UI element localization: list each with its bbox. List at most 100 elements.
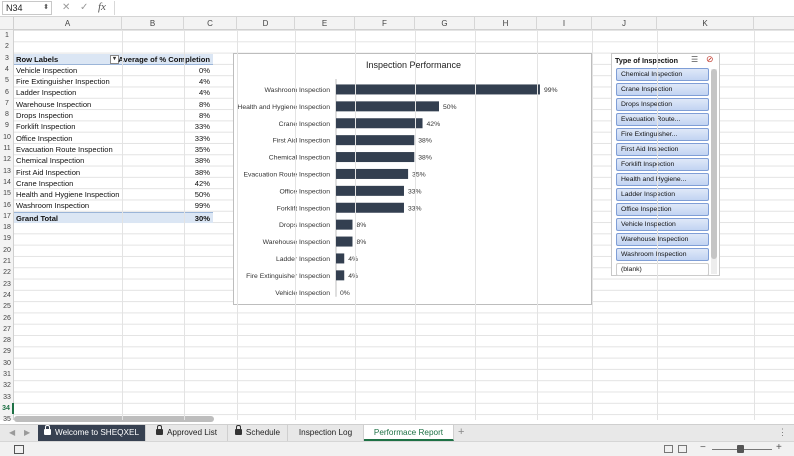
column-header-d[interactable]: D bbox=[237, 17, 295, 30]
chart-bar[interactable] bbox=[336, 84, 540, 95]
pivot-filter-icon[interactable]: ▾ bbox=[110, 54, 119, 64]
column-header-g[interactable]: G bbox=[415, 17, 475, 30]
horizontal-scrollbar[interactable] bbox=[14, 416, 214, 422]
pivot-row-labels-header[interactable]: Row Labels bbox=[16, 54, 59, 64]
slicer-item[interactable]: Vehicle Inspection bbox=[616, 218, 709, 231]
row-header-29[interactable]: 29 bbox=[3, 348, 11, 356]
slicer-item[interactable]: Ladder Inspection bbox=[616, 188, 709, 201]
tab-inspection-log[interactable]: Inspection Log bbox=[288, 425, 364, 441]
row-header-12[interactable]: 12 bbox=[3, 156, 11, 164]
row-header-16[interactable]: 16 bbox=[3, 201, 11, 209]
tab-approved-list[interactable]: Approved List bbox=[146, 425, 228, 441]
chart-bar[interactable] bbox=[336, 101, 439, 112]
pivot-row[interactable]: Evacuation Route Inspection 35% bbox=[14, 144, 213, 155]
slicer-item[interactable]: Crane Inspection bbox=[616, 83, 709, 96]
tab-welcome-to-sheqxel[interactable]: Welcome to SHEQXEL bbox=[38, 425, 146, 441]
row-header-31[interactable]: 31 bbox=[3, 371, 11, 378]
formula-input[interactable] bbox=[114, 1, 790, 15]
row-header-18[interactable]: 18 bbox=[3, 224, 11, 232]
chart-bar[interactable] bbox=[336, 185, 404, 196]
slicer-item[interactable]: Warehouse Inspection bbox=[616, 233, 709, 246]
tab-performace-report[interactable]: Performace Report bbox=[364, 425, 454, 441]
slicer-item[interactable]: Washroom Inspection bbox=[616, 248, 709, 261]
slicer-item[interactable]: Fire Extinguisher... bbox=[616, 128, 709, 141]
row-header-15[interactable]: 15 bbox=[3, 190, 11, 198]
row-header-33[interactable]: 33 bbox=[3, 393, 11, 401]
row-header-20[interactable]: 20 bbox=[3, 246, 11, 254]
row-header-9[interactable]: 9 bbox=[5, 122, 9, 130]
column-header-f[interactable]: F bbox=[355, 17, 415, 30]
confirm-icon[interactable]: ✓ bbox=[80, 2, 89, 13]
row-header-25[interactable]: 25 bbox=[3, 303, 11, 311]
row-header-34[interactable]: 34 bbox=[0, 402, 14, 415]
row-header-17[interactable]: 17 bbox=[3, 212, 11, 220]
row-header-10[interactable]: 10 bbox=[3, 133, 11, 141]
row-header-11[interactable]: 11 bbox=[3, 145, 11, 152]
row-header-26[interactable]: 26 bbox=[3, 314, 11, 322]
column-header-k[interactable]: K bbox=[657, 17, 754, 30]
chart-bar[interactable] bbox=[336, 135, 415, 146]
row-header-23[interactable]: 23 bbox=[3, 280, 11, 288]
column-header-e[interactable]: E bbox=[295, 17, 355, 30]
row-header-30[interactable]: 30 bbox=[3, 359, 11, 367]
next-sheet-icon[interactable]: ▶ bbox=[24, 428, 31, 437]
row-header-22[interactable]: 22 bbox=[3, 269, 11, 277]
macro-record-icon[interactable] bbox=[14, 445, 24, 454]
column-header-i[interactable]: I bbox=[537, 17, 592, 30]
zoom-in-button[interactable]: + bbox=[776, 442, 782, 453]
pivot-row[interactable]: Washroom Inspection 99% bbox=[14, 200, 213, 211]
pivot-row[interactable]: First Aid Inspection 38% bbox=[14, 167, 213, 178]
inspection-performance-chart[interactable]: Inspection Performance Washroom Inspecti… bbox=[233, 53, 592, 305]
pivot-row[interactable]: Warehouse Inspection 8% bbox=[14, 99, 213, 110]
row-header-19[interactable]: 19 bbox=[3, 235, 11, 243]
pivot-row[interactable]: Health and Hygiene Inspection 50% bbox=[14, 189, 213, 200]
slicer-item[interactable]: Forklift Inspection bbox=[616, 158, 709, 171]
chart-bar[interactable] bbox=[336, 253, 345, 264]
column-header-b[interactable]: B bbox=[122, 17, 184, 30]
row-header-13[interactable]: 13 bbox=[3, 167, 11, 175]
column-header-h[interactable]: H bbox=[475, 17, 537, 30]
row-header-3[interactable]: 3 bbox=[5, 54, 9, 62]
slicer-item[interactable]: Chemical Inspection bbox=[616, 68, 709, 81]
row-header-28[interactable]: 28 bbox=[3, 337, 11, 345]
pivot-grand-total-row[interactable]: Grand Total 30% bbox=[14, 211, 213, 224]
chart-bar[interactable] bbox=[336, 202, 404, 213]
name-box-dropdown-icon[interactable]: ⬍ bbox=[43, 4, 49, 11]
chart-bar[interactable] bbox=[336, 219, 353, 230]
pivot-row[interactable]: Forklift Inspection 33% bbox=[14, 121, 213, 132]
slicer-scrollbar[interactable] bbox=[711, 69, 717, 274]
cancel-icon[interactable]: ✕ bbox=[62, 2, 71, 13]
name-box[interactable]: N34 ⬍ bbox=[2, 1, 52, 15]
row-header-5[interactable]: 5 bbox=[5, 77, 9, 85]
slicer-scroll-thumb[interactable] bbox=[711, 69, 717, 259]
multi-select-icon[interactable]: ☰ bbox=[691, 55, 699, 64]
slicer-item[interactable]: Office Inspection bbox=[616, 203, 709, 216]
chart-bar[interactable] bbox=[336, 152, 415, 163]
clear-filter-icon[interactable]: ⊘ bbox=[706, 54, 714, 64]
row-header-35[interactable]: 35 bbox=[3, 416, 11, 424]
chart-bar[interactable] bbox=[336, 270, 345, 281]
row-header-7[interactable]: 7 bbox=[5, 99, 9, 107]
tab-schedule[interactable]: Schedule bbox=[228, 425, 288, 441]
column-header-a[interactable]: A bbox=[14, 17, 122, 30]
select-all-corner[interactable] bbox=[0, 17, 14, 30]
row-header-6[interactable]: 6 bbox=[5, 88, 9, 96]
slicer-item[interactable]: First Aid Inspection bbox=[616, 143, 709, 156]
row-header-1[interactable]: 1 bbox=[5, 32, 9, 39]
pivot-row[interactable]: Drops Inspection 8% bbox=[14, 110, 213, 121]
row-header-14[interactable]: 14 bbox=[3, 178, 11, 186]
column-header-c[interactable]: C bbox=[184, 17, 237, 30]
pivot-row[interactable]: Office Inspection 33% bbox=[14, 133, 213, 144]
slicer-item[interactable]: Health and Hygiene... bbox=[616, 173, 709, 186]
zoom-slider-thumb[interactable] bbox=[737, 445, 744, 453]
pivot-row[interactable]: Chemical Inspection 38% bbox=[14, 155, 213, 166]
tabs-menu-icon[interactable]: ⋮ bbox=[778, 427, 787, 437]
pivot-row[interactable]: Crane Inspection 42% bbox=[14, 178, 213, 189]
add-sheet-button[interactable]: + bbox=[458, 426, 465, 438]
row-header-8[interactable]: 8 bbox=[5, 111, 9, 119]
row-header-4[interactable]: 4 bbox=[5, 65, 9, 73]
chart-bar[interactable] bbox=[336, 118, 423, 129]
pivot-row[interactable]: Ladder Inspection 4% bbox=[14, 87, 213, 98]
chart-bar[interactable] bbox=[336, 236, 353, 247]
function-icon[interactable]: fx bbox=[98, 1, 106, 13]
